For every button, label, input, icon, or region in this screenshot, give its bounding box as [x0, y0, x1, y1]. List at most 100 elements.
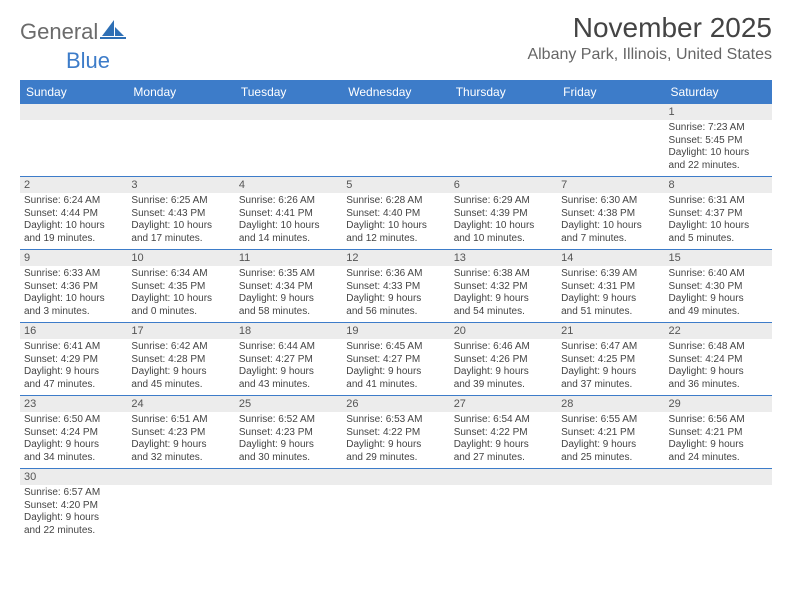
brand-part2: Blue [66, 48, 110, 73]
sunset-text: Sunset: 4:22 PM [346, 427, 445, 440]
sunset-text: Sunset: 4:44 PM [24, 208, 123, 221]
day-number: 24 [127, 396, 234, 412]
calendar-cell: 27Sunrise: 6:54 AMSunset: 4:22 PMDayligh… [450, 396, 557, 468]
brand-part1: General [20, 19, 98, 45]
sunset-text: Sunset: 5:45 PM [669, 135, 768, 148]
daylight1-text: Daylight: 9 hours [239, 439, 338, 452]
sunset-text: Sunset: 4:29 PM [24, 354, 123, 367]
calendar-cell: 18Sunrise: 6:44 AMSunset: 4:27 PMDayligh… [235, 323, 342, 395]
sunrise-text: Sunrise: 6:51 AM [131, 414, 230, 427]
daylight1-text: Daylight: 10 hours [669, 220, 768, 233]
day-number: 29 [665, 396, 772, 412]
calendar-cell: 14Sunrise: 6:39 AMSunset: 4:31 PMDayligh… [557, 250, 664, 322]
calendar-cell: 6Sunrise: 6:29 AMSunset: 4:39 PMDaylight… [450, 177, 557, 249]
sunrise-text: Sunrise: 6:54 AM [454, 414, 553, 427]
day-number: 25 [235, 396, 342, 412]
sunset-text: Sunset: 4:41 PM [239, 208, 338, 221]
calendar-cell: 3Sunrise: 6:25 AMSunset: 4:43 PMDaylight… [127, 177, 234, 249]
daylight2-text: and 12 minutes. [346, 233, 445, 246]
sunset-text: Sunset: 4:37 PM [669, 208, 768, 221]
day-number: 5 [342, 177, 449, 193]
sunset-text: Sunset: 4:25 PM [561, 354, 660, 367]
daylight2-text: and 45 minutes. [131, 379, 230, 392]
sunrise-text: Sunrise: 6:33 AM [24, 268, 123, 281]
sunrise-text: Sunrise: 6:41 AM [24, 341, 123, 354]
daylight2-text: and 22 minutes. [669, 160, 768, 173]
sunset-text: Sunset: 4:20 PM [24, 500, 123, 513]
sunset-text: Sunset: 4:39 PM [454, 208, 553, 221]
daylight2-text: and 10 minutes. [454, 233, 553, 246]
sunset-text: Sunset: 4:28 PM [131, 354, 230, 367]
calendar-cell: 22Sunrise: 6:48 AMSunset: 4:24 PMDayligh… [665, 323, 772, 395]
daylight1-text: Daylight: 9 hours [239, 366, 338, 379]
sunrise-text: Sunrise: 6:44 AM [239, 341, 338, 354]
day-number [665, 469, 772, 485]
sunset-text: Sunset: 4:30 PM [669, 281, 768, 294]
daylight2-text: and 41 minutes. [346, 379, 445, 392]
daylight1-text: Daylight: 9 hours [561, 366, 660, 379]
day-number: 7 [557, 177, 664, 193]
day-header: Wednesday [342, 80, 449, 104]
daylight1-text: Daylight: 9 hours [24, 366, 123, 379]
day-header: Tuesday [235, 80, 342, 104]
title-block: November 2025 Albany Park, Illinois, Uni… [527, 12, 772, 64]
daylight1-text: Daylight: 9 hours [131, 366, 230, 379]
day-number [235, 104, 342, 120]
sunset-text: Sunset: 4:35 PM [131, 281, 230, 294]
daylight2-text: and 5 minutes. [669, 233, 768, 246]
sunset-text: Sunset: 4:27 PM [346, 354, 445, 367]
day-number: 3 [127, 177, 234, 193]
daylight1-text: Daylight: 9 hours [454, 439, 553, 452]
day-number [20, 104, 127, 120]
week-row: 1Sunrise: 7:23 AMSunset: 5:45 PMDaylight… [20, 104, 772, 177]
sunrise-text: Sunrise: 6:53 AM [346, 414, 445, 427]
calendar-cell: 21Sunrise: 6:47 AMSunset: 4:25 PMDayligh… [557, 323, 664, 395]
daylight2-text: and 36 minutes. [669, 379, 768, 392]
calendar-cell: 7Sunrise: 6:30 AMSunset: 4:38 PMDaylight… [557, 177, 664, 249]
day-header: Thursday [450, 80, 557, 104]
day-number: 17 [127, 323, 234, 339]
sunset-text: Sunset: 4:27 PM [239, 354, 338, 367]
calendar-cell: 25Sunrise: 6:52 AMSunset: 4:23 PMDayligh… [235, 396, 342, 468]
day-number: 10 [127, 250, 234, 266]
daylight2-text: and 27 minutes. [454, 452, 553, 465]
calendar-cell [20, 104, 127, 176]
week-row: 23Sunrise: 6:50 AMSunset: 4:24 PMDayligh… [20, 396, 772, 469]
calendar-cell [557, 469, 664, 541]
day-number: 14 [557, 250, 664, 266]
daylight1-text: Daylight: 9 hours [669, 439, 768, 452]
daylight2-text: and 32 minutes. [131, 452, 230, 465]
calendar-cell: 16Sunrise: 6:41 AMSunset: 4:29 PMDayligh… [20, 323, 127, 395]
calendar-cell: 11Sunrise: 6:35 AMSunset: 4:34 PMDayligh… [235, 250, 342, 322]
sunrise-text: Sunrise: 6:26 AM [239, 195, 338, 208]
weeks-container: 1Sunrise: 7:23 AMSunset: 5:45 PMDaylight… [20, 104, 772, 541]
calendar-cell: 17Sunrise: 6:42 AMSunset: 4:28 PMDayligh… [127, 323, 234, 395]
daylight2-text: and 49 minutes. [669, 306, 768, 319]
daylight2-text: and 47 minutes. [24, 379, 123, 392]
sunset-text: Sunset: 4:36 PM [24, 281, 123, 294]
sunrise-text: Sunrise: 6:46 AM [454, 341, 553, 354]
sunrise-text: Sunrise: 6:28 AM [346, 195, 445, 208]
daylight1-text: Daylight: 10 hours [561, 220, 660, 233]
sunset-text: Sunset: 4:21 PM [669, 427, 768, 440]
calendar-cell [450, 469, 557, 541]
sunrise-text: Sunrise: 6:50 AM [24, 414, 123, 427]
brand-logo: General [20, 18, 128, 46]
sunset-text: Sunset: 4:24 PM [669, 354, 768, 367]
sunset-text: Sunset: 4:31 PM [561, 281, 660, 294]
calendar-cell: 2Sunrise: 6:24 AMSunset: 4:44 PMDaylight… [20, 177, 127, 249]
calendar-cell: 23Sunrise: 6:50 AMSunset: 4:24 PMDayligh… [20, 396, 127, 468]
daylight1-text: Daylight: 10 hours [131, 293, 230, 306]
daylight1-text: Daylight: 9 hours [346, 439, 445, 452]
sunset-text: Sunset: 4:26 PM [454, 354, 553, 367]
day-number: 13 [450, 250, 557, 266]
day-number: 26 [342, 396, 449, 412]
daylight1-text: Daylight: 9 hours [346, 366, 445, 379]
daylight2-text: and 34 minutes. [24, 452, 123, 465]
day-header: Monday [127, 80, 234, 104]
sunset-text: Sunset: 4:38 PM [561, 208, 660, 221]
calendar-cell [450, 104, 557, 176]
day-number: 30 [20, 469, 127, 485]
calendar-cell: 1Sunrise: 7:23 AMSunset: 5:45 PMDaylight… [665, 104, 772, 176]
day-number: 11 [235, 250, 342, 266]
